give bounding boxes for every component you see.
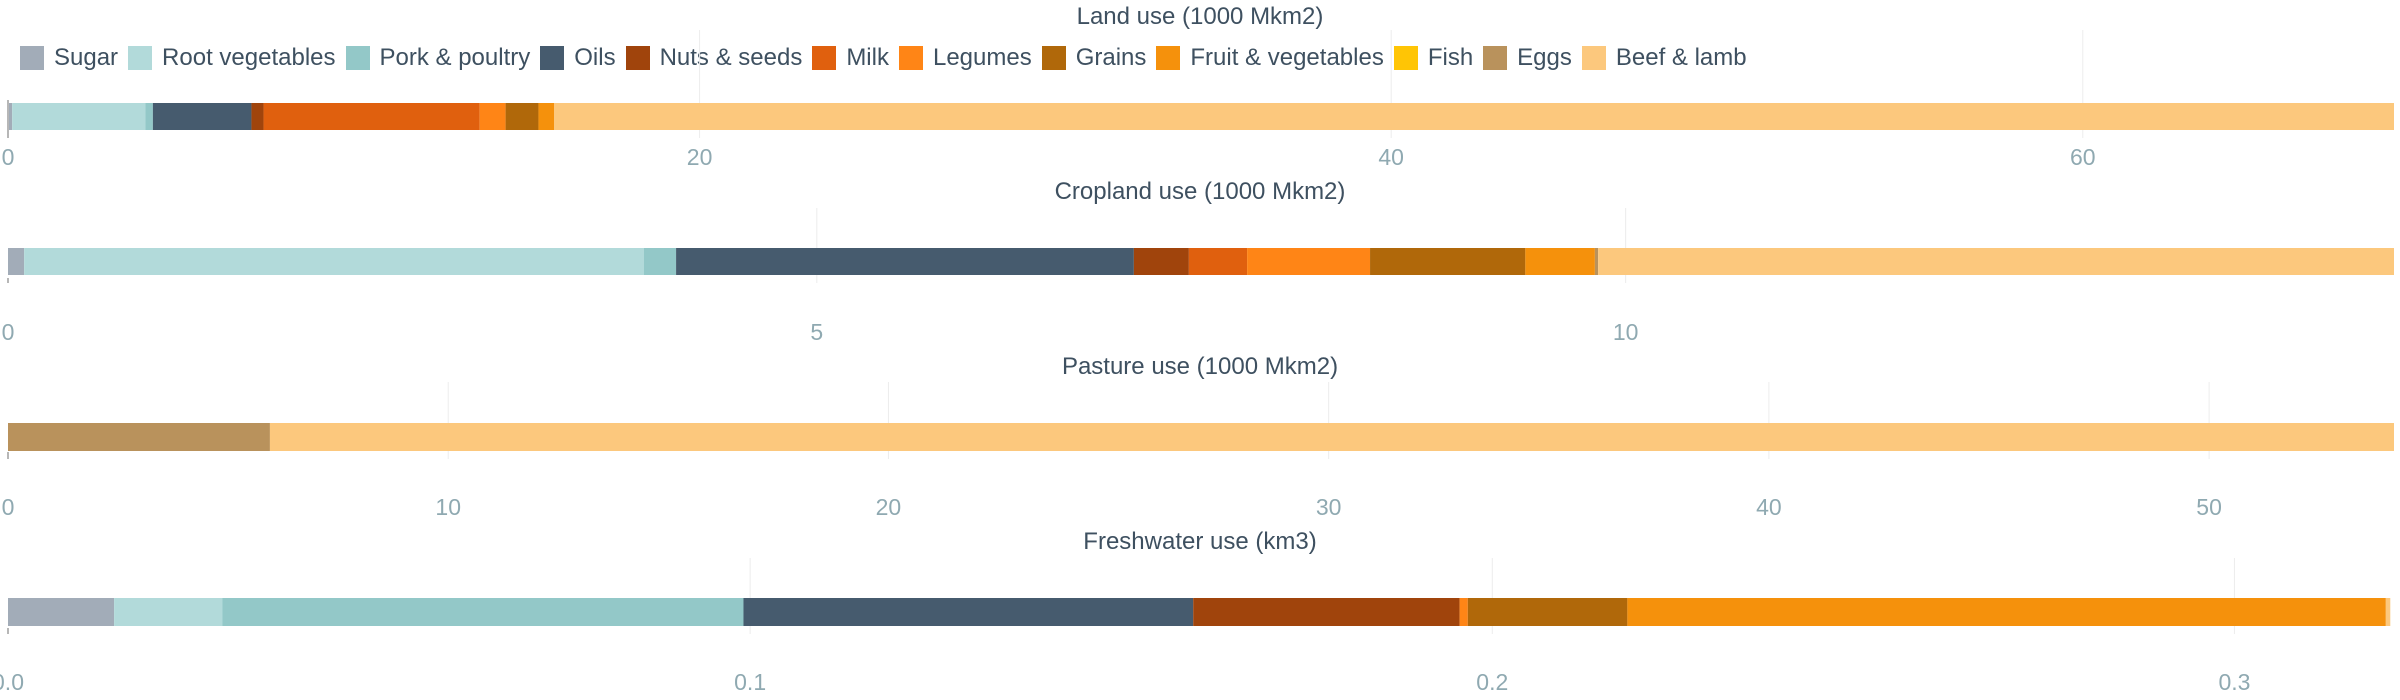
legend-item[interactable]: Nuts & seeds [625,44,803,72]
bar-segment [1459,598,1468,626]
tick-label: 20 [876,494,902,520]
bar-segment [2385,598,2391,626]
legend-item[interactable]: Sugar [20,44,118,72]
legend-label: Sugar [54,44,119,71]
legend-swatch [20,46,44,70]
legend-item[interactable]: Legumes [898,44,1032,72]
chart-title: Pasture use (1000 Mkm2) [1062,353,1338,380]
tick-label: 10 [1613,319,1639,345]
legend-swatch [1393,46,1418,70]
bar-segment [1188,248,1248,275]
tick-label: 30 [1316,494,1342,520]
bar-segment [8,103,13,130]
bar-segment [1467,598,1628,626]
tick-label: 0 [2,144,15,170]
tick-label: 5 [810,319,823,345]
chart-title: Freshwater use (km3) [1083,528,1316,555]
legend-item[interactable]: Grains [1041,44,1147,72]
bar-segment [24,248,644,275]
tick-label: 0.2 [1476,669,1508,695]
tick-label: 0.3 [2218,669,2250,695]
legend-label: Milk [846,44,889,71]
bar-segment [12,103,146,130]
chart-panel: Freshwater use (km3) 0.0 0.1 0.2 0.3 [0,528,2391,695]
bar-segment [263,103,480,130]
legend-item[interactable]: Eggs [1483,44,1572,72]
legend-label: Grains [1075,44,1147,71]
bar-segment [269,423,2395,451]
bar-segment [1598,248,2394,275]
tick-label: 50 [2196,494,2222,520]
chart-title: Cropland use (1000 Mkm2) [1055,178,1346,205]
legend-item[interactable]: Oils [540,44,616,72]
tick-label: 40 [1756,494,1782,520]
legend-swatch [540,46,565,70]
bar-segment [479,103,506,130]
bar-segment [1525,248,1595,275]
bar-segment [643,248,677,275]
legend-swatch [812,46,837,70]
bar-segment [1247,248,1371,275]
chart-panel: Pasture use (1000 Mkm2) 0 10 20 30 40 50 [2,353,2395,520]
tick-label: 40 [1378,144,1404,170]
legend-label: Oils [574,44,616,71]
tick-label: 0.0 [0,669,24,695]
bar-segment [554,103,2394,130]
bar-segment [145,103,153,130]
bar-segment [152,103,252,130]
legend-swatch [128,46,153,70]
bar-segment [114,598,223,626]
bar-segment [676,248,1134,275]
legend-label: Fruit & vegetables [1190,44,1384,71]
legend-swatch [345,46,370,70]
tick-label: 0 [2,319,15,345]
tick-label: 20 [687,144,713,170]
legend-label: Nuts & seeds [659,44,803,71]
legend-item[interactable]: Root vegetables [128,44,336,72]
chart-panel: Cropland use (1000 Mkm2) 0 5 10 [2,178,2394,345]
legend-item[interactable]: Fruit & vegetables [1156,44,1384,72]
tick-label: 10 [435,494,461,520]
legend: Sugar Root vegetables Pork & poultry Oils Nu… [20,44,1757,72]
legend-item[interactable]: Fish [1393,44,1474,72]
legend-label: Fish [1427,44,1474,71]
tick-label: 0 [2,494,15,520]
bar-segment [8,248,25,275]
legend-item[interactable]: Beef & lamb [1581,44,1747,72]
legend-label: Legumes [932,44,1032,71]
legend-item[interactable]: Pork & poultry [345,44,531,72]
chart-title: Land use (1000 Mkm2) [1077,3,1324,30]
legend-label: Beef & lamb [1615,44,1747,71]
bar-segment [8,423,270,451]
bar-segment [1594,248,1599,275]
bar-segment [1193,598,1460,626]
bar-segment [538,103,555,130]
legend-item[interactable]: Milk [812,44,889,72]
legend-swatch [1581,46,1606,70]
bar-segment [743,598,1194,626]
legend-swatch [1041,46,1066,70]
legend-label: Root vegetables [162,44,336,71]
legend-swatch [898,46,923,70]
bar-segment [505,103,539,130]
chart-panel: Land use (1000 Mkm2) 0 20 40 60 [2,3,2394,170]
legend-swatch [625,46,650,70]
tick-label: 0.1 [734,669,766,695]
bar-segment [251,103,264,130]
legend-label: Pork & poultry [379,44,531,71]
tick-label: 60 [2070,144,2096,170]
legend-swatch [1483,46,1508,70]
bar-segment [1627,598,2386,626]
bar-segment [8,598,115,626]
bar-segment [222,598,744,626]
bar-segment [1370,248,1526,275]
legend-label: Eggs [1517,44,1572,71]
legend-swatch [1156,46,1181,70]
bar-segment [1133,248,1189,275]
